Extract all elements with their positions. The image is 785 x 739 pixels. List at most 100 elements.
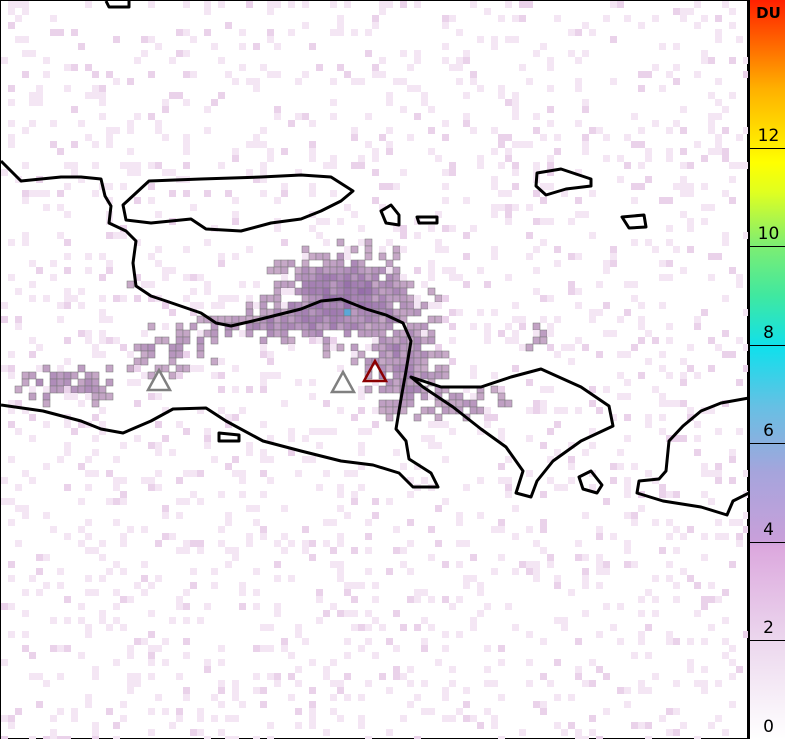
so2-pixel bbox=[610, 78, 617, 85]
so2-pixel bbox=[442, 596, 449, 603]
so2-pixel bbox=[29, 260, 36, 267]
so2-pixel bbox=[414, 1, 421, 8]
so2-pixel bbox=[57, 456, 64, 463]
so2-pixel bbox=[561, 624, 568, 631]
so2-pixel bbox=[176, 708, 183, 715]
so2-pixel bbox=[434, 315, 443, 324]
so2-pixel bbox=[1, 736, 8, 739]
so2-pixel bbox=[22, 610, 29, 617]
so2-pixel bbox=[547, 323, 554, 330]
so2-pixel bbox=[22, 36, 29, 43]
so2-pixel bbox=[484, 8, 491, 15]
so2-pixel bbox=[491, 127, 498, 134]
so2-pixel bbox=[141, 561, 148, 568]
so2-pixel bbox=[197, 407, 204, 414]
so2-pixel bbox=[631, 722, 638, 729]
so2-pixel bbox=[43, 57, 50, 64]
so2-pixel bbox=[680, 15, 687, 22]
so2-pixel bbox=[162, 302, 169, 309]
so2-pixel bbox=[64, 337, 71, 344]
so2-pixel bbox=[197, 365, 204, 372]
so2-pixel bbox=[309, 43, 316, 50]
so2-pixel bbox=[400, 246, 407, 253]
so2-pixel bbox=[36, 568, 43, 575]
so2-pixel bbox=[470, 365, 477, 372]
so2-pixel bbox=[204, 239, 211, 246]
so2-pixel bbox=[301, 294, 310, 303]
so2-pixel bbox=[413, 413, 422, 422]
so2-pixel bbox=[554, 484, 561, 491]
so2-pixel bbox=[421, 589, 428, 596]
so2-pixel bbox=[484, 645, 491, 652]
so2-pixel bbox=[666, 708, 673, 715]
so2-pixel bbox=[505, 477, 512, 484]
so2-pixel bbox=[364, 329, 373, 338]
so2-pixel bbox=[701, 57, 708, 64]
so2-pixel bbox=[15, 323, 22, 330]
so2-pixel bbox=[85, 134, 92, 141]
so2-pixel bbox=[638, 631, 645, 638]
so2-pixel bbox=[413, 336, 422, 345]
so2-pixel bbox=[372, 155, 379, 162]
so2-pixel bbox=[64, 267, 71, 274]
so2-pixel bbox=[701, 687, 708, 694]
so2-pixel bbox=[372, 379, 379, 386]
so2-pixel bbox=[701, 596, 708, 603]
so2-pixel bbox=[309, 183, 316, 190]
so2-pixel bbox=[470, 575, 477, 582]
so2-pixel bbox=[666, 575, 673, 582]
so2-pixel bbox=[155, 449, 162, 456]
so2-pixel bbox=[281, 302, 288, 309]
so2-pixel bbox=[337, 610, 344, 617]
so2-pixel bbox=[113, 337, 120, 344]
so2-pixel bbox=[92, 190, 99, 197]
so2-pixel bbox=[309, 715, 316, 722]
so2-pixel bbox=[182, 329, 191, 338]
so2-pixel bbox=[372, 15, 379, 22]
so2-pixel bbox=[183, 470, 190, 477]
so2-pixel bbox=[64, 239, 71, 246]
so2-pixel bbox=[267, 477, 274, 484]
so2-pixel bbox=[182, 364, 191, 373]
so2-pixel bbox=[29, 435, 36, 442]
so2-pixel bbox=[253, 519, 260, 526]
so2-pixel bbox=[399, 350, 408, 359]
so2-pixel bbox=[428, 274, 435, 281]
so2-pixel bbox=[204, 736, 211, 739]
so2-pixel bbox=[568, 694, 575, 701]
so2-pixel bbox=[428, 148, 435, 155]
so2-pixel bbox=[22, 197, 29, 204]
so2-pixel bbox=[610, 330, 617, 337]
so2-pixel bbox=[378, 385, 387, 394]
so2-pixel bbox=[57, 365, 64, 372]
so2-pixel bbox=[428, 624, 435, 631]
so2-pixel bbox=[232, 687, 239, 694]
so2-pixel bbox=[239, 603, 246, 610]
so2-pixel bbox=[204, 659, 211, 666]
so2-pixel bbox=[680, 267, 687, 274]
so2-pixel bbox=[84, 378, 93, 387]
so2-pixel bbox=[393, 673, 400, 680]
so2-pixel bbox=[329, 266, 338, 275]
so2-pixel bbox=[694, 421, 701, 428]
so2-pixel bbox=[729, 673, 736, 680]
so2-pixel bbox=[266, 322, 275, 331]
so2-pixel bbox=[575, 29, 582, 36]
so2-pixel bbox=[554, 575, 561, 582]
so2-pixel bbox=[337, 29, 344, 36]
so2-pixel bbox=[428, 127, 435, 134]
so2-pixel bbox=[386, 568, 393, 575]
so2-pixel bbox=[175, 364, 184, 373]
so2-pixel bbox=[350, 322, 359, 331]
so2-pixel bbox=[645, 722, 652, 729]
so2-pixel bbox=[554, 659, 561, 666]
so2-pixel bbox=[427, 350, 436, 359]
so2-pixel bbox=[85, 337, 92, 344]
so2-pixel bbox=[547, 57, 554, 64]
so2-pixel bbox=[743, 470, 750, 477]
so2-pixel bbox=[687, 225, 694, 232]
so2-pixel bbox=[484, 330, 491, 337]
so2-pixel bbox=[1, 715, 8, 722]
so2-pixel bbox=[624, 512, 631, 519]
so2-pixel bbox=[575, 197, 582, 204]
